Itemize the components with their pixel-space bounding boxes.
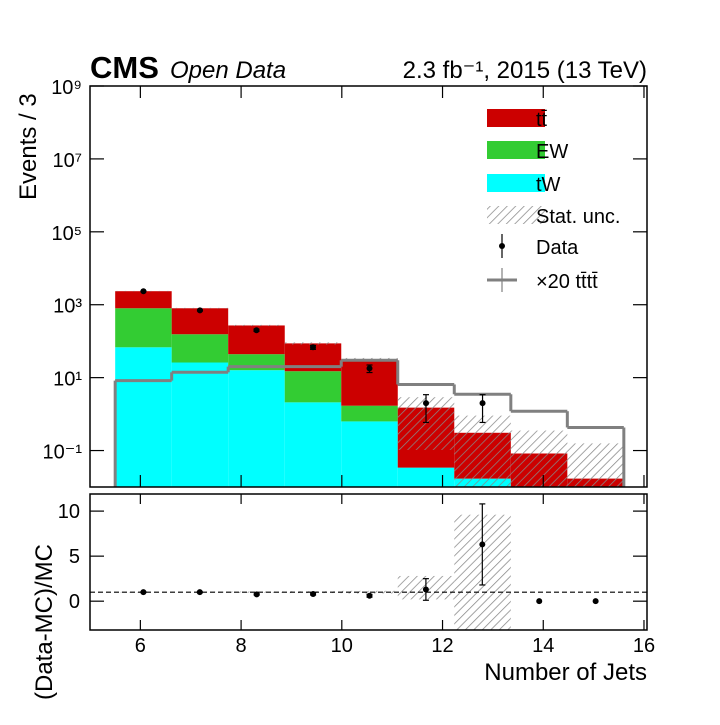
main-plot <box>113 288 626 487</box>
ratio-plot <box>90 503 647 630</box>
stack-bar <box>115 308 172 348</box>
legend-label: Stat. unc. <box>536 206 621 228</box>
y-tick-label: 10³ <box>53 296 82 318</box>
axes: 10⁻¹ 10¹ 10³ 10⁵ 10⁷ 10⁹ 0 5 10 6 8 10 12 14 16 <box>43 77 656 657</box>
lumi-label: 2.3 fb⁻¹, 2015 (13 TeV) <box>403 57 647 84</box>
data-point <box>140 288 147 295</box>
y-tick-label: 10¹ <box>53 369 82 391</box>
ratio-point <box>140 589 147 596</box>
stack-bar <box>115 347 172 487</box>
x-tick-label: 8 <box>236 635 247 657</box>
stack-bar <box>284 371 342 403</box>
x-axis-label: Number of Jets <box>484 659 647 686</box>
ratio-point <box>253 591 260 598</box>
ratio-point <box>479 541 486 548</box>
ratio-point <box>366 592 373 599</box>
data-point <box>423 400 430 407</box>
data-point <box>366 365 373 372</box>
y-tick-label: 5 <box>69 546 80 568</box>
data-point <box>310 344 317 351</box>
legend-swatch <box>487 206 545 224</box>
y-tick-label: 10⁻¹ <box>43 442 83 464</box>
ratio-unc-band <box>341 590 398 594</box>
stack-bar <box>284 402 342 487</box>
y-tick-label: 10 <box>58 501 80 523</box>
legend-swatch <box>487 141 545 159</box>
legend-label: ×20 tt̄tt̄ <box>536 271 598 293</box>
x-tick-label: 16 <box>633 635 655 657</box>
data-point <box>479 400 486 407</box>
x-tick-label: 6 <box>135 635 146 657</box>
stat-unc-band <box>284 342 342 345</box>
ratio-frame <box>89 493 648 631</box>
legend-swatch <box>487 174 545 192</box>
ratio-point <box>536 598 543 605</box>
ratio-point <box>196 589 203 596</box>
legend-swatch <box>487 109 545 127</box>
y-tick-label: 0 <box>69 591 80 613</box>
legend-label: tt̄ <box>536 109 548 131</box>
stack-bar <box>171 334 229 363</box>
main-frame <box>89 85 648 488</box>
y-tick-label: 10⁵ <box>51 223 82 245</box>
ratio-point <box>592 598 599 605</box>
stat-unc-band <box>567 443 624 487</box>
x-tick-label: 14 <box>532 635 554 657</box>
y-tick-label: 10⁷ <box>53 150 82 172</box>
stack-bar <box>171 362 229 487</box>
stack-bar <box>341 405 398 422</box>
y-axis-label: Events / 3 <box>15 93 42 200</box>
legend-label: Data <box>536 237 579 259</box>
stat-unc-band <box>510 430 568 487</box>
subtitle: Open Data <box>170 57 286 84</box>
ratio-point <box>422 586 429 593</box>
stat-unc-band <box>454 415 511 487</box>
x-tick-label: 10 <box>331 635 353 657</box>
stack-bar <box>397 467 455 487</box>
stat-unc-band <box>228 324 285 327</box>
ratio-y-axis-label: (Data-MC)/MC <box>31 544 58 700</box>
legend-label: tW <box>536 174 561 196</box>
data-point <box>196 307 203 314</box>
stack-bar <box>115 291 172 309</box>
legend-label: EW <box>536 141 568 163</box>
stack-bar <box>228 370 285 487</box>
experiment-label: CMS <box>90 50 159 85</box>
ratio-point <box>310 590 317 597</box>
legend-marker <box>499 243 505 249</box>
y-tick-label: 10⁹ <box>51 77 82 99</box>
x-tick-label: 12 <box>431 635 453 657</box>
data-point <box>253 327 260 334</box>
stack-bar <box>341 421 398 487</box>
